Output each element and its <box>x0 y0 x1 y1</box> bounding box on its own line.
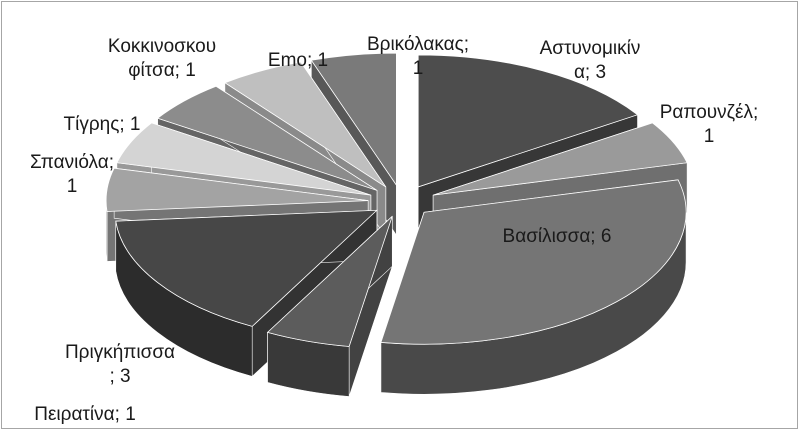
data-label-line: 1 <box>67 176 78 197</box>
data-label-line: Πειρατίνα; 1 <box>34 404 136 425</box>
data-label-line: φίτσα; 1 <box>128 60 196 81</box>
data-label-line: Σπανιόλα; <box>30 152 114 173</box>
pie-slice-top <box>116 122 371 196</box>
pie-slice-top <box>380 179 687 345</box>
pie-slice-3 <box>380 179 687 395</box>
data-label-line: Βρικόλακας; <box>367 34 469 55</box>
data-label-1: Αστυνομικίν α; 3 <box>540 38 641 83</box>
data-label-line: Βασίλισσα; 6 <box>503 226 612 247</box>
data-label-line: 1 <box>704 126 715 147</box>
data-label-line: ; 3 <box>109 366 130 387</box>
pie-slice-top <box>417 54 639 188</box>
data-label-7: Τίγρης; 1 <box>64 114 141 135</box>
pie-slice-top <box>433 122 688 196</box>
data-label-4: Πειρατίνα; 1 <box>34 404 136 425</box>
data-label-10: Βρικόλακας; 1 <box>367 34 469 79</box>
data-label-line: Πριγκήπισσα <box>65 342 175 363</box>
data-label-line: Emo; 1 <box>268 50 328 71</box>
data-label-line: Κοκκινοσκου <box>108 36 216 57</box>
data-label-line: Ραπουνζέλ; <box>660 102 759 123</box>
data-label-9: Emo; 1 <box>268 50 328 71</box>
data-label-2: Ραπουνζέλ; 1 <box>660 102 759 147</box>
data-label-line: Αστυνομικίν <box>540 38 641 59</box>
pie-slice-top <box>115 209 378 327</box>
pie-slice-top <box>105 167 369 212</box>
data-label-3: Βασίλισσα; 6 <box>503 226 612 247</box>
pie-slice-top <box>310 52 397 187</box>
pie-slice-top <box>224 61 387 188</box>
data-label-6: Σπανιόλα; 1 <box>30 152 114 197</box>
pie-slice-top <box>266 216 393 347</box>
data-label-8: Κοκκινοσκου φίτσα; 1 <box>108 36 216 81</box>
data-label-line: 1 <box>413 58 424 79</box>
pie-slice-top <box>156 85 378 191</box>
data-label-line: α; 3 <box>574 62 606 83</box>
data-label-line: Τίγρης; 1 <box>64 114 141 135</box>
pie-slice-4 <box>266 215 393 397</box>
data-label-5: Πριγκήπισσα ; 3 <box>65 342 175 387</box>
